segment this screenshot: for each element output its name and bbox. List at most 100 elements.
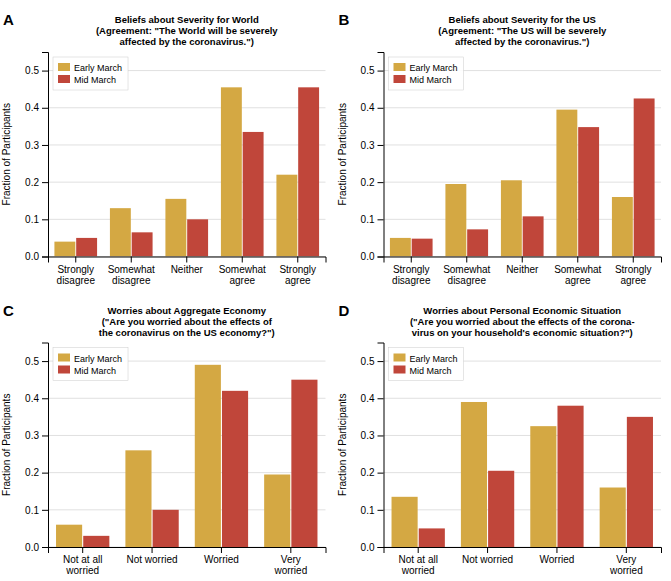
x-axis: Not at allworriedNot worriedWorriedVeryw… xyxy=(49,547,327,576)
panel-letter: A xyxy=(3,11,14,28)
x-tick-label: Worried xyxy=(540,554,575,565)
legend-swatch xyxy=(58,75,70,83)
x-tick-label-line: Very xyxy=(281,554,301,565)
x-tick: Stronglydisagree xyxy=(392,257,431,286)
bar xyxy=(612,197,633,256)
title: Worries about Personal Economic Situatio… xyxy=(410,305,635,338)
x-tick-label: Neither xyxy=(171,264,204,275)
bar xyxy=(461,402,487,547)
panel-letter: D xyxy=(339,302,350,319)
x-axis: Not at allworriedNot worriedWorriedVeryw… xyxy=(384,547,662,576)
grid-line xyxy=(384,182,662,183)
bar xyxy=(523,216,544,256)
x-tick-label: Somewhatagree xyxy=(219,264,266,286)
legend-item: Mid March xyxy=(58,75,116,85)
y-tick-label: 0.5 xyxy=(361,356,375,367)
y-tick: 0.0 xyxy=(361,251,384,262)
y-axis: 0.00.10.20.30.40.5 xyxy=(361,343,384,553)
x-tick: Stronglydisagree xyxy=(57,257,96,286)
y-tick: 0.3 xyxy=(25,430,48,441)
title-line: Worries about Aggregate Economy xyxy=(108,305,267,316)
x-tick-mark xyxy=(290,547,291,553)
bar-series xyxy=(83,380,317,547)
bar xyxy=(125,450,151,547)
legend-item: Mid March xyxy=(394,366,452,376)
bar xyxy=(76,238,97,257)
x-tick-mark xyxy=(466,257,467,263)
bar xyxy=(165,199,186,257)
legend-item: Early March xyxy=(394,63,458,73)
y-tick: 0.5 xyxy=(361,356,384,367)
bar xyxy=(54,242,75,257)
x-tick: Somewhatdisagree xyxy=(108,257,155,286)
y-axis: 0.00.10.20.30.40.5 xyxy=(25,53,48,263)
y-tick-mark xyxy=(42,398,48,399)
grid-line xyxy=(48,398,326,399)
grid-line xyxy=(384,398,662,399)
grid-line xyxy=(48,472,326,473)
bar-series xyxy=(54,87,297,256)
y-tick-mark xyxy=(378,108,384,109)
title-line: affected by the coronavirus.") xyxy=(455,36,589,47)
bar xyxy=(445,184,466,257)
title: Beliefs about Severity for World(Agreeme… xyxy=(96,14,278,47)
x-tick-mark xyxy=(418,547,419,553)
marks xyxy=(392,402,653,547)
y-tick-label: 0.0 xyxy=(361,251,375,262)
x-tick-mark xyxy=(556,547,557,553)
y-tick-mark xyxy=(42,182,48,183)
bar xyxy=(291,380,317,547)
y-tick-label: 0.3 xyxy=(361,430,375,441)
x-tick-mark xyxy=(221,547,222,553)
x-tick: Worried xyxy=(540,547,575,565)
legend: Early March Mid March xyxy=(53,57,128,90)
bar xyxy=(530,426,556,547)
bar-series xyxy=(76,87,319,256)
y-axis: 0.00.10.20.30.40.5 xyxy=(361,53,384,263)
y-tick: 0.1 xyxy=(361,505,384,516)
legend-label: Early March xyxy=(410,63,458,73)
panel-letter: B xyxy=(339,11,350,28)
x-tick-mark xyxy=(522,257,523,263)
y-tick: 0.0 xyxy=(25,542,48,553)
y-tick-mark xyxy=(42,108,48,109)
y-tick-mark xyxy=(42,510,48,511)
x-tick-label: Veryworried xyxy=(609,554,643,576)
bar xyxy=(578,127,599,256)
bar-series xyxy=(392,402,626,547)
x-tick-label-line: Worried xyxy=(204,554,239,565)
bar xyxy=(627,417,653,547)
legend-label: Mid March xyxy=(410,366,452,376)
legend-label: Early March xyxy=(410,354,458,364)
legend-item: Early March xyxy=(58,63,122,73)
legend-swatch xyxy=(394,75,406,83)
x-tick-mark xyxy=(411,257,412,263)
x-tick-label-line: Not worried xyxy=(126,554,177,565)
bar xyxy=(501,180,522,256)
y-tick-mark xyxy=(42,145,48,146)
x-tick-label-line: disagree xyxy=(392,275,431,286)
x-tick-label-line: Strongly xyxy=(393,264,430,275)
x-tick-mark xyxy=(82,547,83,553)
x-tick-label-line: Not at all xyxy=(398,554,437,565)
y-axis: 0.00.10.20.30.40.5 xyxy=(25,343,48,553)
x-tick-label: Stronglydisagree xyxy=(392,264,431,286)
y-tick: 0.1 xyxy=(25,214,48,225)
x-tick-label: Worried xyxy=(204,554,239,565)
x-tick-label-line: Strongly xyxy=(615,264,652,275)
y-tick-mark xyxy=(42,257,48,258)
y-tick-label: 0.3 xyxy=(25,140,39,151)
x-tick-label-line: worried xyxy=(609,565,643,576)
x-tick: Not at allworried xyxy=(398,547,437,576)
x-tick-label: Veryworried xyxy=(273,554,307,576)
title-line: Beliefs about Severity for the US xyxy=(449,14,596,25)
y-tick: 0.5 xyxy=(25,65,48,76)
title: Worries about Aggregate Economy("Are you… xyxy=(99,305,275,338)
title: Beliefs about Severity for the US(Agreem… xyxy=(438,14,607,47)
bar-series xyxy=(390,110,633,257)
x-tick-label-line: Somewhat xyxy=(108,264,155,275)
x-tick: Somewhatdisagree xyxy=(443,257,490,286)
bar-series xyxy=(419,406,653,547)
x-tick-label-line: Worried xyxy=(540,554,575,565)
bar xyxy=(298,87,319,256)
